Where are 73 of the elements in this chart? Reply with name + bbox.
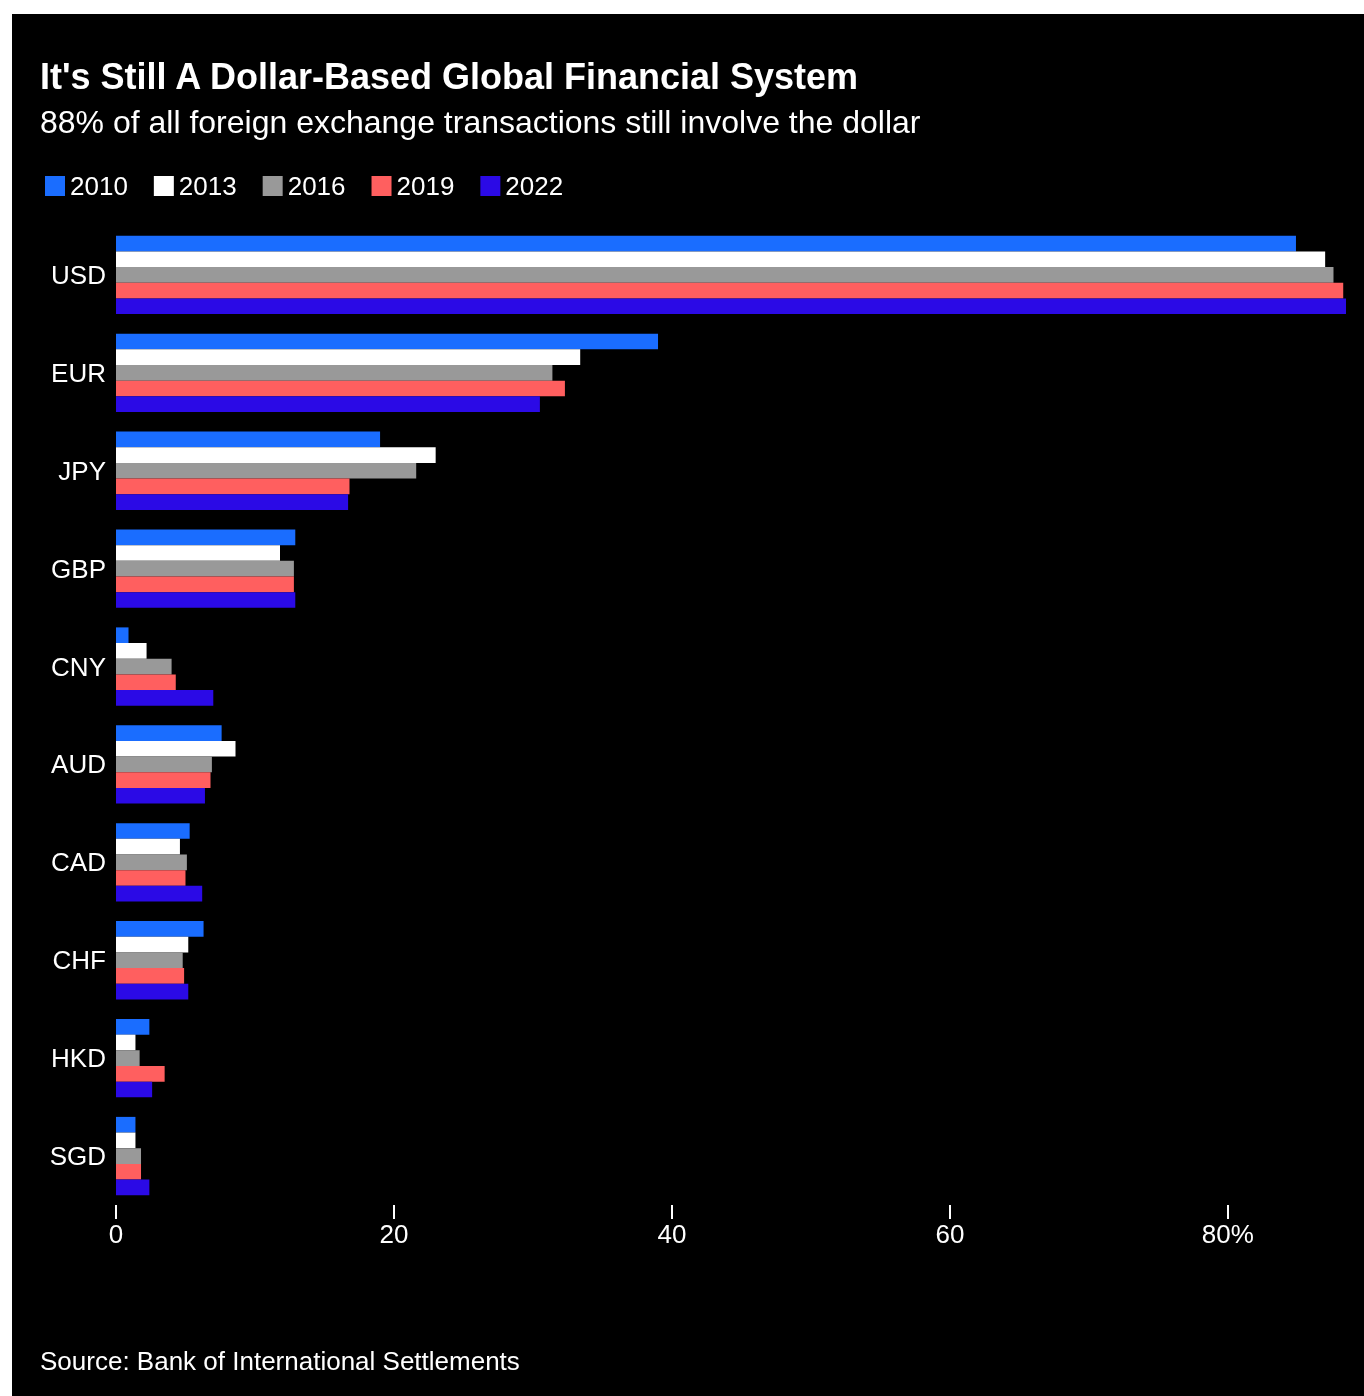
bar <box>116 380 565 397</box>
bar <box>116 396 540 413</box>
bar <box>116 235 1296 252</box>
bar <box>116 298 1346 315</box>
legend-label: 2016 <box>287 171 346 201</box>
x-tick-label: 0 <box>108 1219 124 1249</box>
x-tick-label: 80% <box>1201 1219 1254 1249</box>
y-tick-label: EUR <box>51 357 106 388</box>
bar <box>116 725 222 741</box>
bar <box>116 282 1344 299</box>
chart-subtitle: 88% of all foreign exchange transactions still involve the dollar <box>40 104 921 140</box>
bar <box>116 983 189 1000</box>
bar <box>116 643 147 659</box>
bar <box>116 921 204 937</box>
bar <box>116 674 176 691</box>
bar <box>116 1081 153 1098</box>
y-tick-label: CHF <box>52 945 106 976</box>
bar <box>116 1163 142 1180</box>
bar <box>116 740 236 757</box>
bar <box>116 447 436 463</box>
bar <box>116 349 581 366</box>
bar <box>116 772 211 788</box>
bar <box>116 431 381 448</box>
bar <box>116 592 296 608</box>
x-tick-label: 60 <box>935 1219 965 1249</box>
bar <box>116 1018 150 1035</box>
bar <box>116 1065 165 1082</box>
bar <box>116 1050 140 1066</box>
bar <box>116 823 190 839</box>
y-tick-label: CNY <box>51 651 106 682</box>
y-tick-label: AUD <box>51 749 106 780</box>
bar <box>116 627 129 644</box>
y-tick-label: HKD <box>51 1043 106 1074</box>
bar <box>116 756 212 773</box>
bar <box>116 690 214 706</box>
x-tick-label: 20 <box>379 1219 409 1249</box>
bar <box>116 1179 150 1196</box>
chart-title: It's Still A Dollar-Based Global Financial System <box>40 55 859 97</box>
bar <box>116 787 205 804</box>
bar <box>116 462 417 479</box>
y-tick-label: GBP <box>51 553 106 584</box>
bar <box>116 576 294 593</box>
bar <box>116 529 296 546</box>
bar <box>116 478 350 495</box>
bar <box>116 838 180 855</box>
bar <box>116 333 659 350</box>
bar <box>116 1034 136 1051</box>
bar <box>116 1148 142 1164</box>
source-note: Source: Bank of International Settlements <box>40 1346 520 1376</box>
bar <box>116 885 203 902</box>
y-tick-label: SGD <box>49 1141 106 1172</box>
bar <box>116 251 1326 268</box>
y-tick-label: JPY <box>58 455 106 486</box>
legend-label: 2019 <box>396 171 455 201</box>
x-tick-label: 40 <box>657 1219 687 1249</box>
bar <box>116 560 294 577</box>
bar <box>116 365 553 381</box>
legend-label: 2010 <box>70 171 128 201</box>
bar <box>116 870 186 886</box>
bar <box>116 494 349 510</box>
legend-label: 2013 <box>178 171 237 201</box>
bar <box>116 952 183 969</box>
y-tick-label: USD <box>51 259 106 290</box>
legend-label: 2022 <box>505 171 564 201</box>
bar <box>116 545 280 561</box>
bar <box>116 968 185 984</box>
y-tick-label: CAD <box>51 847 106 878</box>
bar <box>116 936 189 953</box>
bar <box>116 267 1334 283</box>
bar <box>116 1132 136 1149</box>
bar <box>116 658 172 675</box>
bar <box>116 854 187 871</box>
bar <box>116 1116 136 1133</box>
